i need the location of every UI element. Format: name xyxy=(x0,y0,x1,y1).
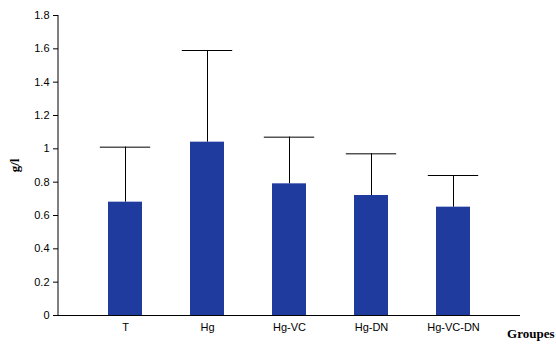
svg-text:0.8: 0.8 xyxy=(34,176,49,188)
svg-text:1.2: 1.2 xyxy=(34,109,49,121)
svg-text:T: T xyxy=(122,321,129,333)
svg-text:1.4: 1.4 xyxy=(34,76,49,88)
svg-text:1.8: 1.8 xyxy=(34,9,49,21)
svg-text:0.4: 0.4 xyxy=(34,242,49,254)
svg-text:Hg-VC: Hg-VC xyxy=(273,321,306,333)
svg-text:Hg-VC-DN: Hg-VC-DN xyxy=(427,321,480,333)
svg-text:1.6: 1.6 xyxy=(34,42,49,54)
svg-text:Hg-DN: Hg-DN xyxy=(355,321,389,333)
svg-text:g/l: g/l xyxy=(7,158,22,172)
svg-text:0.2: 0.2 xyxy=(34,276,49,288)
svg-text:0.6: 0.6 xyxy=(34,209,49,221)
svg-text:0: 0 xyxy=(43,309,49,321)
svg-text:Groupes: Groupes xyxy=(507,326,554,341)
svg-text:1: 1 xyxy=(43,142,49,154)
svg-text:Hg: Hg xyxy=(200,321,214,333)
